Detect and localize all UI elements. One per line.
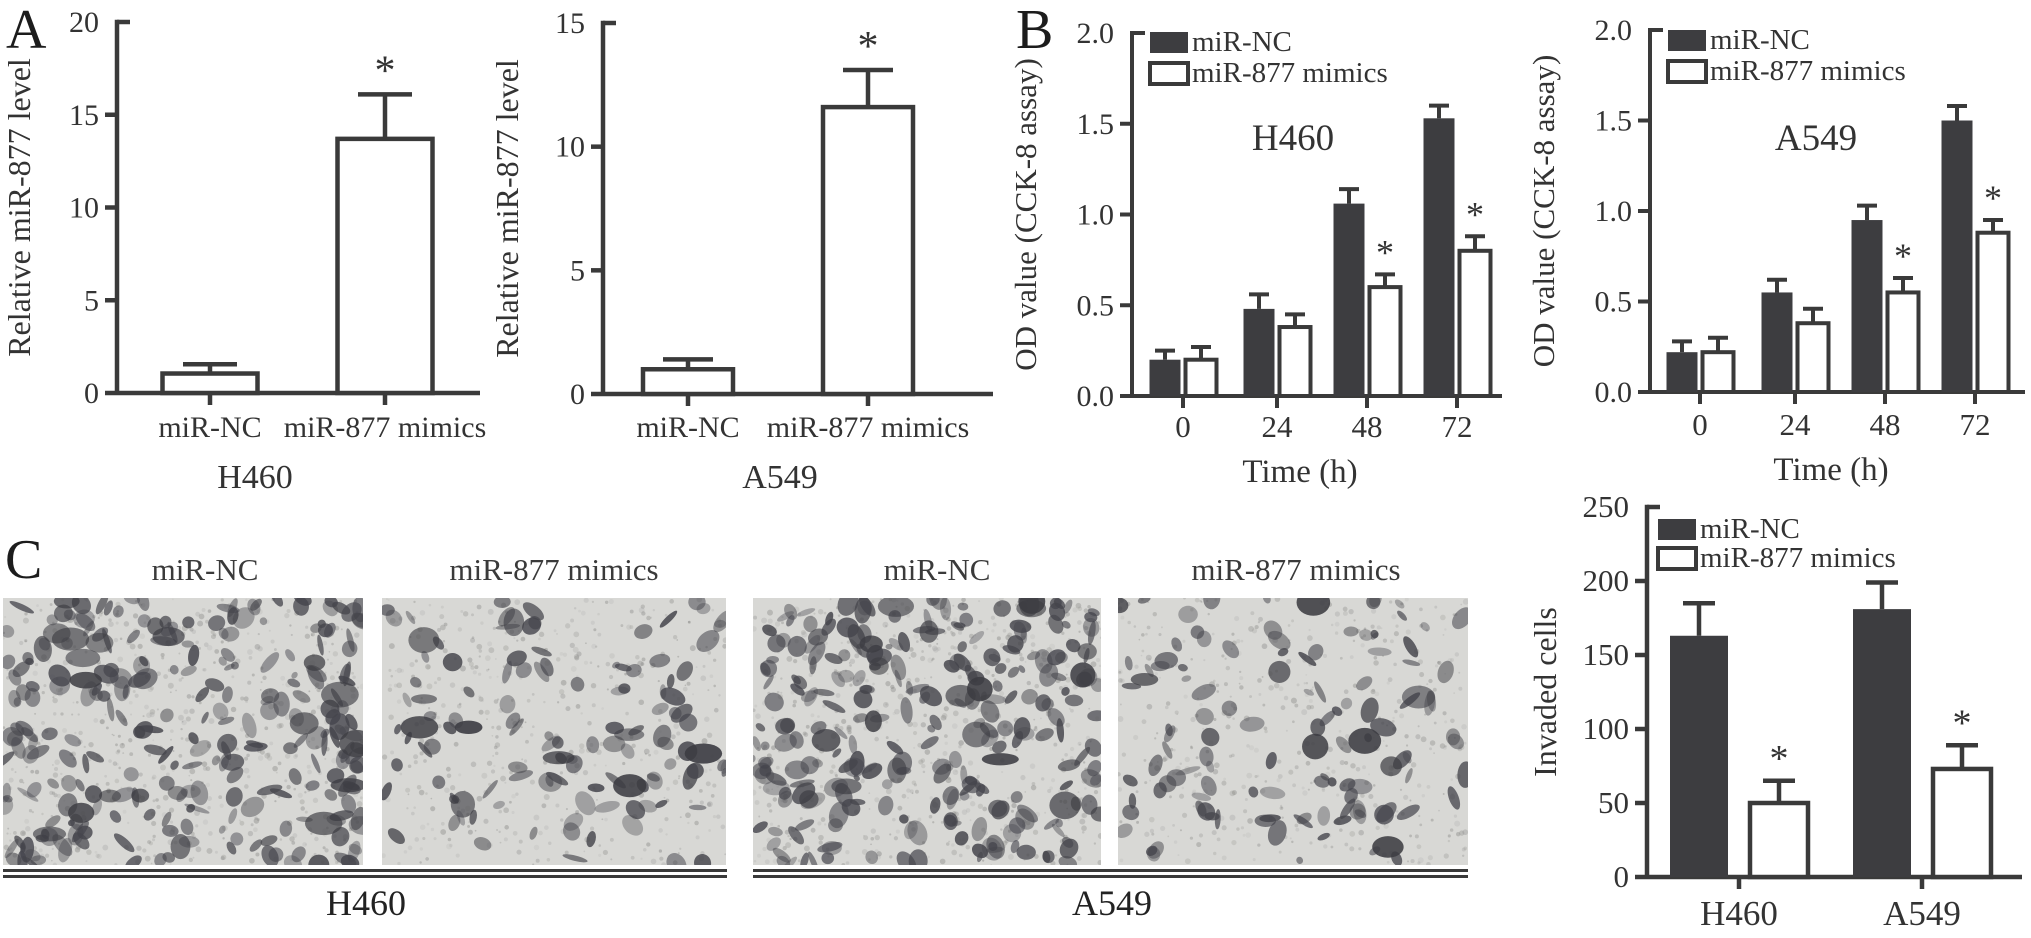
svg-text:48: 48 — [1352, 409, 1383, 444]
svg-text:1.0: 1.0 — [1595, 195, 1633, 228]
cell-line-label-h460: H460 — [326, 883, 406, 923]
svg-text:0: 0 — [1614, 859, 1630, 894]
svg-text:250: 250 — [1583, 489, 1630, 524]
micrograph-col-label: miR-NC — [883, 552, 991, 587]
svg-text:48: 48 — [1870, 407, 1901, 442]
svg-text:*: * — [1953, 702, 1972, 744]
chart-invaded-cells: 0 50 100 150 200 250 Invaded cells * H460 * A549 mi… — [1527, 382, 2031, 933]
svg-text:*: * — [1376, 232, 1394, 272]
micrograph-col-label: miR-NC — [151, 552, 259, 587]
svg-text:miR-877 mimics: miR-877 mimics — [284, 411, 487, 444]
svg-text:0: 0 — [1692, 407, 1708, 442]
panel-b-letter: B — [1016, 0, 1054, 61]
svg-text:0: 0 — [84, 377, 99, 410]
micrograph-image-h460-mir-nc — [0, 589, 376, 878]
svg-text:miR-877 mimics: miR-877 mimics — [1700, 542, 1896, 574]
svg-text:2.0: 2.0 — [1595, 14, 1633, 47]
svg-text:miR-NC: miR-NC — [1710, 24, 1810, 56]
svg-text:*: * — [1894, 236, 1912, 276]
svg-text:miR-NC: miR-NC — [636, 411, 739, 444]
panel-a-letter: A — [6, 0, 47, 61]
chart-svg-a-a549: 0 5 10 15 Relative miR-877 level miR-NC * miR-8… — [489, 7, 993, 496]
svg-text:*: * — [1770, 738, 1789, 780]
svg-text:miR-NC: miR-NC — [158, 411, 261, 444]
micrograph-h460-mir-nc — [0, 589, 376, 878]
svg-text:Relative miR-877 level: Relative miR-877 level — [489, 59, 525, 358]
svg-text:1.5: 1.5 — [1595, 105, 1633, 138]
micrograph-image-h460-mir-877-mimics — [379, 593, 733, 876]
svg-text:20: 20 — [69, 6, 99, 39]
chart-relative-mir877-a549: 0 5 10 15 Relative miR-877 level miR-NC * miR-8… — [488, 0, 1003, 500]
svg-text:0.5: 0.5 — [1077, 289, 1115, 322]
a549-underline — [753, 869, 1468, 878]
svg-text:miR-NC: miR-NC — [1700, 513, 1800, 545]
svg-text:A549: A549 — [742, 459, 818, 496]
svg-text:OD value (CCK-8 assay): OD value (CCK-8 assay) — [1526, 55, 1561, 368]
micrograph-col-label: miR-877 mimics — [1191, 552, 1401, 587]
svg-text:Time (h): Time (h) — [1242, 454, 1357, 490]
svg-text:72: 72 — [1960, 407, 1991, 442]
svg-text:Invaded cells: Invaded cells — [1530, 607, 1563, 777]
svg-text:*: * — [1984, 178, 2002, 218]
svg-text:miR-877 mimics: miR-877 mimics — [1710, 55, 1906, 87]
svg-text:15: 15 — [69, 99, 99, 132]
svg-text:A549: A549 — [1883, 894, 1961, 933]
svg-text:0.0: 0.0 — [1595, 376, 1633, 409]
micrograph-image-a549-mir-877-mimics — [1110, 587, 1474, 867]
micrograph-h460-mir-877-mimics — [379, 593, 733, 876]
svg-text:1.0: 1.0 — [1077, 199, 1115, 232]
cell-line-label-a549: A549 — [1072, 883, 1152, 923]
svg-text:50: 50 — [1598, 785, 1629, 820]
svg-text:0: 0 — [570, 378, 585, 411]
svg-text:*: * — [1466, 194, 1484, 234]
svg-text:*: * — [858, 24, 879, 70]
svg-text:Time (h): Time (h) — [1773, 452, 1888, 488]
svg-text:200: 200 — [1583, 563, 1630, 598]
svg-text:100: 100 — [1583, 711, 1630, 746]
chart-cck8-a549: 0.0 0.5 1.0 1.5 2.0 OD value (CCK-8 assay) 0 24… — [1500, 0, 2031, 500]
svg-text:10: 10 — [69, 192, 99, 225]
svg-text:72: 72 — [1442, 409, 1473, 444]
chart-svg-b-h460: 0.0 0.5 1.0 1.5 2.0 OD value (CCK-8 assay) 0 24… — [1008, 17, 1502, 490]
svg-text:miR-877 mimics: miR-877 mimics — [767, 411, 970, 444]
chart-cck8-h460: 0.0 0.5 1.0 1.5 2.0 OD value (CCK-8 assay) 0 24… — [980, 0, 1510, 500]
chart-svg-b-a549: 0.0 0.5 1.0 1.5 2.0 OD value (CCK-8 assay) 0 24… — [1526, 14, 2025, 488]
svg-text:0.0: 0.0 — [1077, 380, 1115, 413]
svg-text:10: 10 — [555, 131, 585, 164]
chart-relative-mir877-h460: 0 5 10 15 20 Relative miR-877 level miR-NC * miR… — [0, 0, 500, 500]
micrograph-image-a549-mir-nc — [750, 586, 1111, 874]
svg-text:24: 24 — [1780, 407, 1812, 442]
svg-text:2.0: 2.0 — [1077, 17, 1115, 50]
svg-text:150: 150 — [1583, 637, 1630, 672]
svg-text:5: 5 — [570, 254, 585, 287]
svg-text:5: 5 — [84, 284, 99, 317]
svg-text:15: 15 — [555, 7, 585, 40]
svg-text:H460: H460 — [217, 459, 293, 496]
svg-text:A549: A549 — [1775, 118, 1857, 159]
chart-svg-c-invasion: 0 50 100 150 200 250 Invaded cells * H460 * A549 mi… — [1527, 489, 2022, 933]
svg-text:0.5: 0.5 — [1595, 286, 1633, 319]
svg-text:miR-877 mimics: miR-877 mimics — [1192, 57, 1388, 89]
svg-text:0: 0 — [1175, 409, 1191, 444]
svg-text:24: 24 — [1262, 409, 1294, 444]
chart-svg-a-h460: 0 5 10 15 20 Relative miR-877 level miR-NC * miR… — [1, 6, 487, 496]
svg-text:OD value (CCK-8 assay): OD value (CCK-8 assay) — [1008, 58, 1043, 371]
h460-underline — [3, 869, 727, 878]
panel-c-letter: C — [5, 529, 43, 591]
svg-text:1.5: 1.5 — [1077, 108, 1115, 141]
svg-text:Relative miR-877 level: Relative miR-877 level — [1, 58, 37, 357]
svg-text:H460: H460 — [1700, 894, 1778, 933]
svg-text:*: * — [375, 48, 396, 94]
svg-text:H460: H460 — [1252, 118, 1334, 159]
svg-text:miR-NC: miR-NC — [1192, 26, 1292, 58]
micrograph-a549-mir-nc — [750, 586, 1111, 874]
micrograph-col-label: miR-877 mimics — [449, 552, 659, 587]
micrograph-a549-mir-877-mimics — [1110, 587, 1474, 870]
